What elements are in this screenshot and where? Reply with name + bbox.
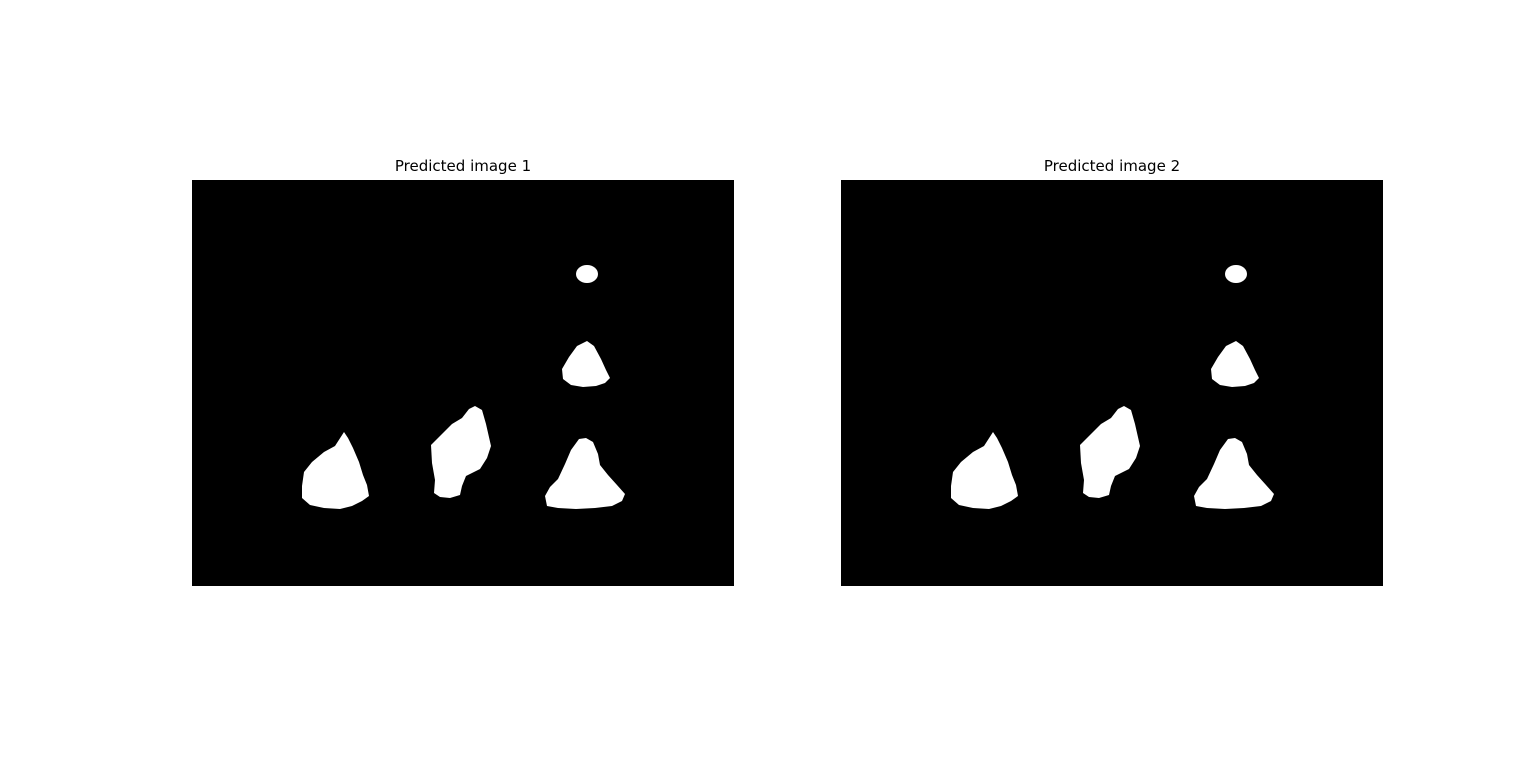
mask-blob-1 (302, 432, 369, 509)
mask-blob-5 (1225, 265, 1247, 283)
mask-blob-3 (545, 438, 625, 509)
mask-blob-2 (1080, 406, 1140, 498)
predicted-mask-image-2 (841, 180, 1383, 586)
mask-blob-1 (951, 432, 1018, 509)
mask-blob-2 (431, 406, 491, 498)
panel-title-1: Predicted image 1 (394, 157, 532, 175)
mask-blob-3 (1194, 438, 1274, 509)
mask-blob-4 (562, 341, 610, 387)
mask-blob-5 (576, 265, 598, 283)
mask-background (192, 180, 734, 586)
panel-title-2: Predicted image 2 (1043, 157, 1181, 175)
mask-blob-4 (1211, 341, 1259, 387)
predicted-mask-image-1 (192, 180, 734, 586)
mask-background (841, 180, 1383, 586)
